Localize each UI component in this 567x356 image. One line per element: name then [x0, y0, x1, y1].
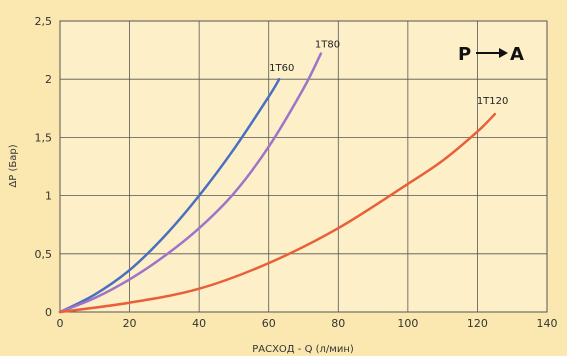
plot-area [59, 20, 548, 313]
x-tick-labels: 0 20 40 60 80 100 120 140 [57, 317, 558, 330]
flow-from-label: P [458, 44, 471, 65]
y-tick-label: 1 [45, 190, 52, 203]
flow-to-label: A [510, 44, 524, 65]
x-tick-label: 60 [262, 317, 276, 330]
series-lines [58, 52, 497, 314]
grid [60, 21, 547, 312]
y-tick-label: 1,5 [35, 131, 53, 144]
flow-arrow-head-icon [499, 48, 508, 58]
x-tick-label: 120 [467, 317, 488, 330]
series-line-1t60 [58, 77, 281, 314]
x-tick-label: 0 [57, 317, 64, 330]
y-tick-label: 0,5 [35, 248, 53, 261]
y-tick-labels: 0 0,5 1 1,5 2 2,5 [35, 15, 53, 319]
series-labels: 1T60 1T80 1T120 [269, 40, 508, 108]
y-tick-label: 2 [45, 73, 52, 86]
x-tick-label: 80 [331, 317, 345, 330]
y-tick-label: 0 [45, 306, 52, 319]
series-label-1t60: 1T60 [269, 63, 294, 74]
x-tick-label: 140 [537, 317, 558, 330]
x-tick-label: 20 [123, 317, 137, 330]
x-axis-label: РАСХОД - Q (л/мин) [252, 344, 354, 355]
series-label-1t80: 1T80 [315, 40, 340, 51]
y-tick-label: 2,5 [35, 15, 53, 28]
x-tick-label: 40 [192, 317, 206, 330]
flow-direction-annotation: P A [458, 44, 524, 65]
y-axis-label: ΔP (Бар) [8, 144, 19, 187]
series-line-1t80 [58, 52, 323, 314]
series-line-1t120 [58, 112, 497, 314]
x-tick-label: 100 [397, 317, 418, 330]
series-label-1t120: 1T120 [477, 96, 509, 107]
